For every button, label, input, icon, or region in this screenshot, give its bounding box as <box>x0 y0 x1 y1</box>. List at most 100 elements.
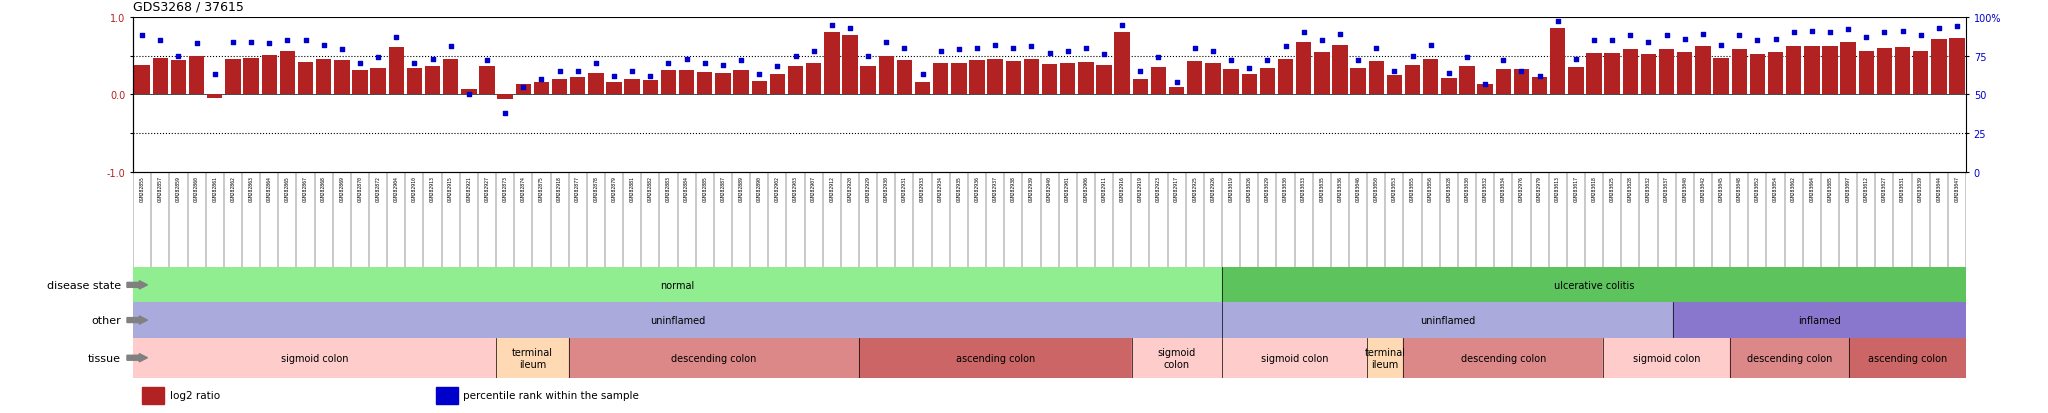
Point <box>1397 53 1430 60</box>
Point <box>1161 79 1194 86</box>
Point <box>580 61 612 67</box>
Text: GSM282864: GSM282864 <box>266 176 272 201</box>
Bar <box>1223 268 1966 303</box>
Text: GSM282868: GSM282868 <box>322 176 326 201</box>
Bar <box>479 66 496 95</box>
Point <box>1214 58 1247 64</box>
Bar <box>1386 76 1403 95</box>
Bar <box>442 60 459 95</box>
Bar <box>715 74 731 95</box>
Bar <box>1804 46 1819 95</box>
Text: GSM282979: GSM282979 <box>1538 176 1542 201</box>
Point <box>1087 52 1120 58</box>
Bar <box>1731 50 1747 95</box>
Bar <box>1913 52 1929 95</box>
Point <box>1778 30 1810 36</box>
Bar <box>934 64 948 95</box>
Bar <box>858 338 1133 378</box>
Point <box>1722 33 1755 40</box>
Bar <box>1858 52 1874 95</box>
Point <box>1251 58 1284 64</box>
Point <box>1741 38 1774 44</box>
Text: GSM282902: GSM282902 <box>774 176 780 201</box>
Bar <box>516 85 530 95</box>
Text: GSM282913: GSM282913 <box>430 176 434 201</box>
Point <box>1559 56 1591 63</box>
Point <box>1759 36 1792 43</box>
Point <box>1849 35 1882 41</box>
Bar <box>371 69 385 95</box>
Point <box>1524 74 1556 80</box>
Bar <box>551 80 567 95</box>
Text: GSM283025: GSM283025 <box>1610 176 1614 201</box>
Point <box>1034 50 1067 57</box>
Bar <box>1696 47 1710 95</box>
Point <box>1415 42 1448 49</box>
Bar <box>915 83 930 95</box>
Point <box>1886 28 1919 35</box>
Text: GSM282915: GSM282915 <box>449 176 453 201</box>
Point <box>1942 24 1974 31</box>
Text: GSM283097: GSM283097 <box>1845 176 1851 201</box>
Text: GSM282936: GSM282936 <box>975 176 979 201</box>
Text: GSM282857: GSM282857 <box>158 176 164 201</box>
Text: GSM282938: GSM282938 <box>1012 176 1016 201</box>
Point <box>1505 69 1538 75</box>
Point <box>1595 38 1628 44</box>
Bar <box>1241 75 1257 95</box>
Text: GSM282934: GSM282934 <box>938 176 944 201</box>
Text: sigmoid
colon: sigmoid colon <box>1157 347 1196 369</box>
Point <box>1143 55 1176 61</box>
Text: GSM283019: GSM283019 <box>1229 176 1233 201</box>
Text: GSM283053: GSM283053 <box>1393 176 1397 201</box>
Text: GSM282863: GSM282863 <box>248 176 254 201</box>
Bar <box>823 33 840 95</box>
Text: GSM283017: GSM283017 <box>1573 176 1579 201</box>
Bar <box>389 48 403 95</box>
Bar <box>436 387 457 404</box>
Point <box>1796 28 1829 35</box>
Point <box>1542 19 1575 26</box>
Text: GSM282919: GSM282919 <box>1139 176 1143 201</box>
Bar <box>315 60 332 95</box>
Bar <box>569 78 586 95</box>
Bar <box>1188 62 1202 95</box>
Bar <box>1894 48 1911 95</box>
Text: GSM283028: GSM283028 <box>1446 176 1452 201</box>
Text: normal: normal <box>659 280 694 290</box>
Bar <box>1350 69 1366 95</box>
Bar <box>1749 55 1765 95</box>
Text: GSM282930: GSM282930 <box>885 176 889 201</box>
Point <box>416 56 449 63</box>
Bar <box>1841 43 1855 95</box>
Text: GSM282925: GSM282925 <box>1192 176 1198 201</box>
Text: GSM282910: GSM282910 <box>412 176 418 201</box>
Point <box>1360 45 1393 52</box>
Text: GSM283033: GSM283033 <box>1300 176 1307 201</box>
Text: GSM283036: GSM283036 <box>1337 176 1343 201</box>
Point <box>635 74 668 80</box>
Text: GSM283034: GSM283034 <box>1501 176 1505 201</box>
Text: GSM283035: GSM283035 <box>1319 176 1325 201</box>
Text: GSM282884: GSM282884 <box>684 176 688 201</box>
Bar <box>496 338 569 378</box>
Text: GSM283044: GSM283044 <box>1935 176 1942 201</box>
Point <box>489 110 522 117</box>
Bar <box>334 61 350 95</box>
Bar <box>588 74 604 95</box>
Text: descending colon: descending colon <box>1460 353 1546 363</box>
Text: GSM282865: GSM282865 <box>285 176 291 201</box>
Point <box>616 69 649 75</box>
Point <box>1323 31 1356 38</box>
Bar <box>262 56 276 95</box>
Point <box>252 41 285 47</box>
Text: GSM282918: GSM282918 <box>557 176 561 201</box>
Bar <box>133 338 496 378</box>
Text: terminal
ileum: terminal ileum <box>1364 347 1405 369</box>
Bar <box>498 95 512 100</box>
Point <box>125 33 158 40</box>
Text: inflamed: inflamed <box>1798 315 1841 325</box>
Text: other: other <box>90 315 121 325</box>
Text: GSM283085: GSM283085 <box>1827 176 1833 201</box>
Bar <box>1366 338 1403 378</box>
